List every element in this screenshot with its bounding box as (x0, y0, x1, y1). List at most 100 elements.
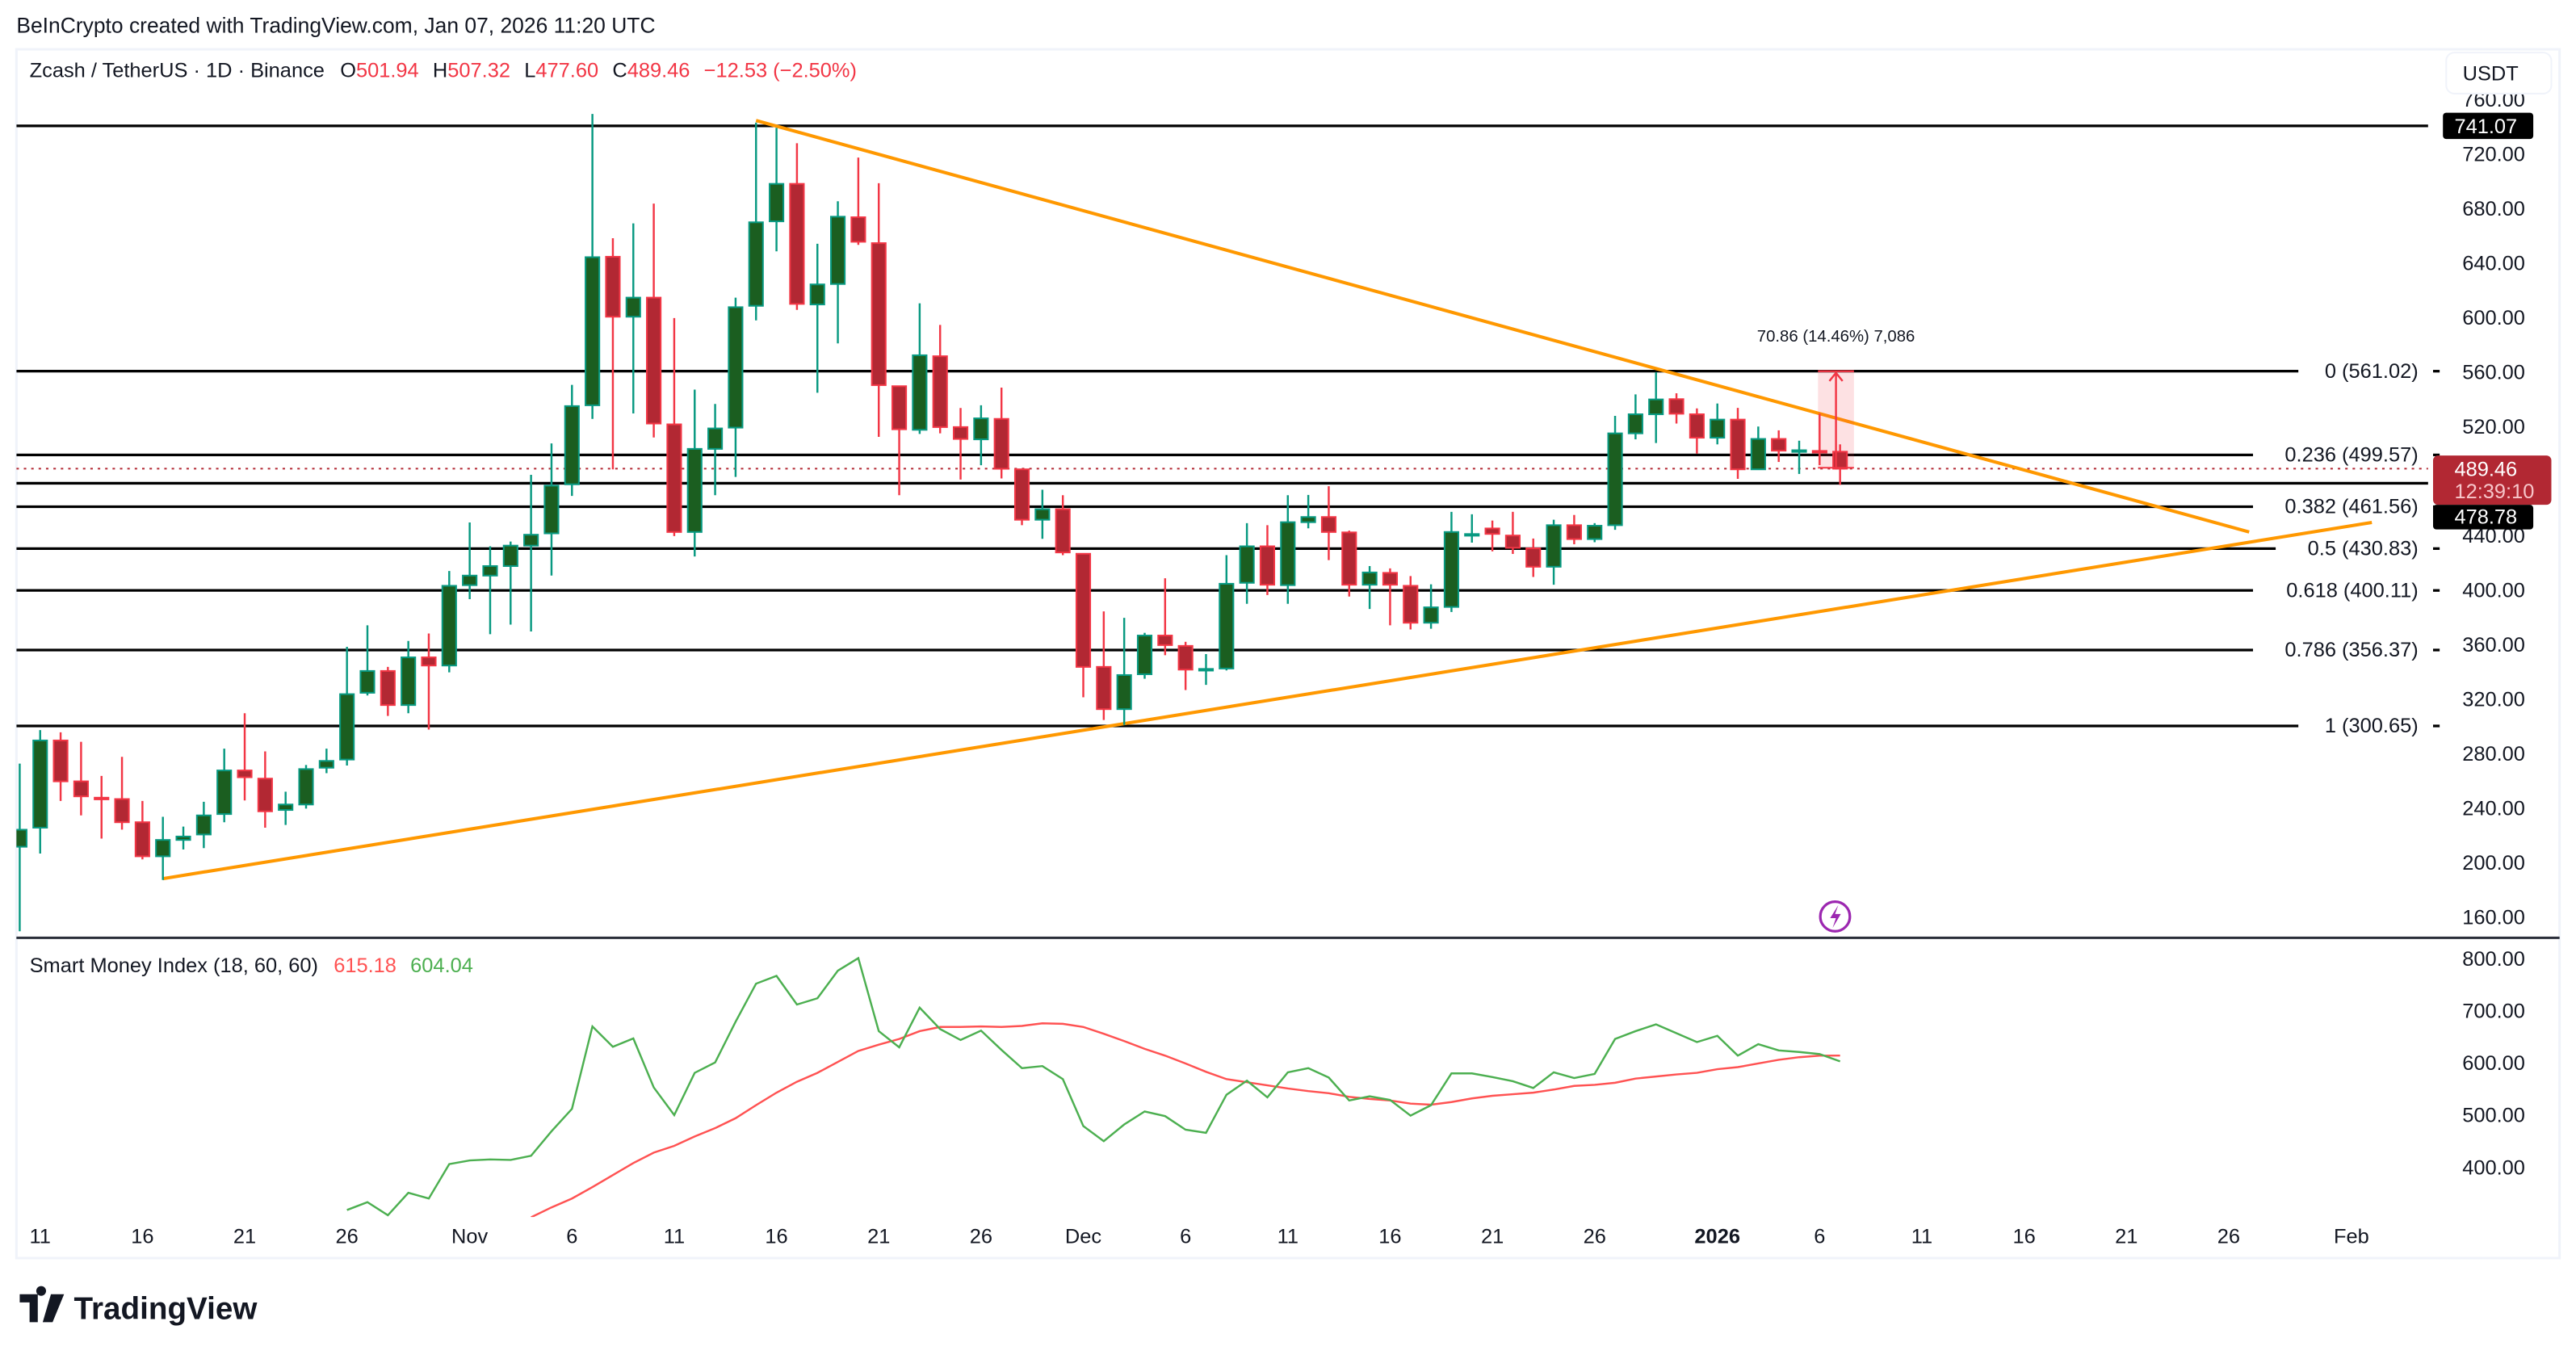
candle-body (32, 739, 48, 829)
candle-body (1546, 524, 1562, 568)
candle-up (359, 625, 375, 696)
candle-body (605, 255, 621, 318)
candle-up (585, 114, 601, 419)
time-tick-label: 6 (1180, 1226, 1191, 1248)
candle-up (1587, 522, 1603, 543)
candle-down (1259, 525, 1276, 595)
time-tick-label: 6 (1814, 1226, 1825, 1248)
indicator-lines (346, 956, 1841, 1218)
candle-down (1668, 393, 1684, 424)
candle-body (993, 417, 1009, 470)
candle-down (891, 385, 908, 496)
candle-body (686, 447, 703, 533)
time-tick-label: 26 (1584, 1226, 1606, 1248)
candle-up (1198, 653, 1215, 686)
tradingview-logo-icon (19, 1286, 65, 1323)
candle-down (1382, 568, 1399, 626)
candle-up (441, 571, 457, 673)
change-value: −12.53 (−2.50%) (704, 60, 857, 82)
candlestick-series (16, 114, 1848, 932)
horizontal-levels (16, 124, 2428, 728)
candle-down (1341, 531, 1357, 597)
time-tick-label: 16 (1378, 1226, 1401, 1248)
fib-level-label: 0.236 (499.57) (2284, 443, 2418, 466)
indicator-axis[interactable]: 800.00 700.00 600.00 500.00 400.00 (2462, 948, 2525, 1179)
price-tick-label: 400.00 (2462, 580, 2525, 602)
candle-body (401, 657, 417, 707)
candle-body (1750, 438, 1766, 471)
candle-body (359, 669, 375, 694)
candle-down (1504, 511, 1521, 554)
candle-body (1219, 582, 1235, 669)
candle-down (993, 387, 1009, 479)
candle-up (1034, 489, 1051, 539)
time-axis[interactable]: 11 16 21 26 Nov 6 11 16 21 26 Dec 6 11 16 21 26 2026 6 11 1… (30, 1226, 2369, 1248)
candle-down (605, 238, 621, 470)
close-label: C (612, 60, 627, 82)
candle-body (850, 216, 866, 243)
candle-down (1566, 514, 1582, 544)
last-price-tag (2433, 455, 2552, 506)
candle-up (1423, 584, 1439, 629)
trendline[interactable] (755, 119, 2250, 534)
candle-up (401, 640, 417, 714)
indicator-tick-label: 700.00 (2462, 1001, 2525, 1023)
candle-up (912, 303, 928, 434)
candle-up (543, 443, 560, 576)
candle-body (502, 544, 518, 568)
candle-body (155, 839, 171, 858)
candle-down (932, 325, 948, 434)
candle-up (155, 816, 171, 880)
candle-up (809, 243, 825, 393)
price-tick-label: 640.00 (2462, 253, 2525, 275)
candle-body (1239, 545, 1255, 584)
currency-button[interactable]: USDT (2445, 52, 2553, 94)
level-price-tag-text: 741.07 (2454, 115, 2517, 138)
candle-body (585, 256, 601, 406)
price-tick-label: 600.00 (2462, 307, 2525, 329)
candle-body (1300, 516, 1316, 523)
candle-body (114, 798, 130, 824)
candle-body (523, 534, 539, 547)
candle-up (1464, 514, 1480, 543)
candle-up (1443, 511, 1459, 612)
candle-down (1811, 413, 1827, 465)
candle-body (380, 669, 396, 707)
candle-body (1607, 432, 1623, 526)
candle-up (1300, 494, 1316, 529)
candle-body (1648, 398, 1664, 416)
price-tick-label: 720.00 (2462, 144, 2525, 166)
price-axis[interactable]: 760.00720.00680.00640.00600.00560.00520.… (2462, 89, 2525, 929)
alert-lightning-icon[interactable] (1819, 900, 1852, 933)
fib-level-label: 0.382 (461.56) (2284, 496, 2418, 518)
trendlines[interactable] (162, 119, 2373, 881)
time-tick-label: Nov (451, 1226, 488, 1248)
candle-body (646, 296, 662, 425)
candle-body (237, 770, 253, 778)
open-label: O (340, 60, 356, 82)
time-tick-label: 21 (2115, 1226, 2138, 1248)
candle-body (1403, 585, 1419, 624)
measure-tool[interactable]: 70.86 (14.46%) 7,086 (1757, 328, 1915, 469)
candle-up (298, 765, 314, 809)
candle-up (1239, 522, 1255, 604)
candle-body (809, 283, 825, 306)
candle-body (482, 564, 498, 577)
candle-up (686, 389, 703, 557)
candle-down (73, 741, 89, 816)
svg-text:Smart Money Index (18, 60, 60): Smart Money Index (18, 60, 60) 615.18 60… (30, 954, 473, 977)
currency-button-label[interactable]: USDT (2463, 63, 2519, 86)
logo-text: TradingView (74, 1291, 258, 1326)
low-label: L (524, 60, 535, 82)
candle-up (728, 297, 744, 477)
candle-up (973, 405, 989, 466)
trendline[interactable] (162, 520, 2373, 881)
candle-down (952, 408, 969, 480)
candle-up (1648, 371, 1664, 443)
price-tick-label: 680.00 (2462, 198, 2525, 220)
time-tick-label: 21 (233, 1226, 256, 1248)
time-tick-label: 26 (2217, 1226, 2240, 1248)
time-tick-label: Feb (2334, 1226, 2369, 1248)
indicator-tick-label: 400.00 (2462, 1156, 2525, 1179)
chart-frame (15, 48, 2561, 1260)
